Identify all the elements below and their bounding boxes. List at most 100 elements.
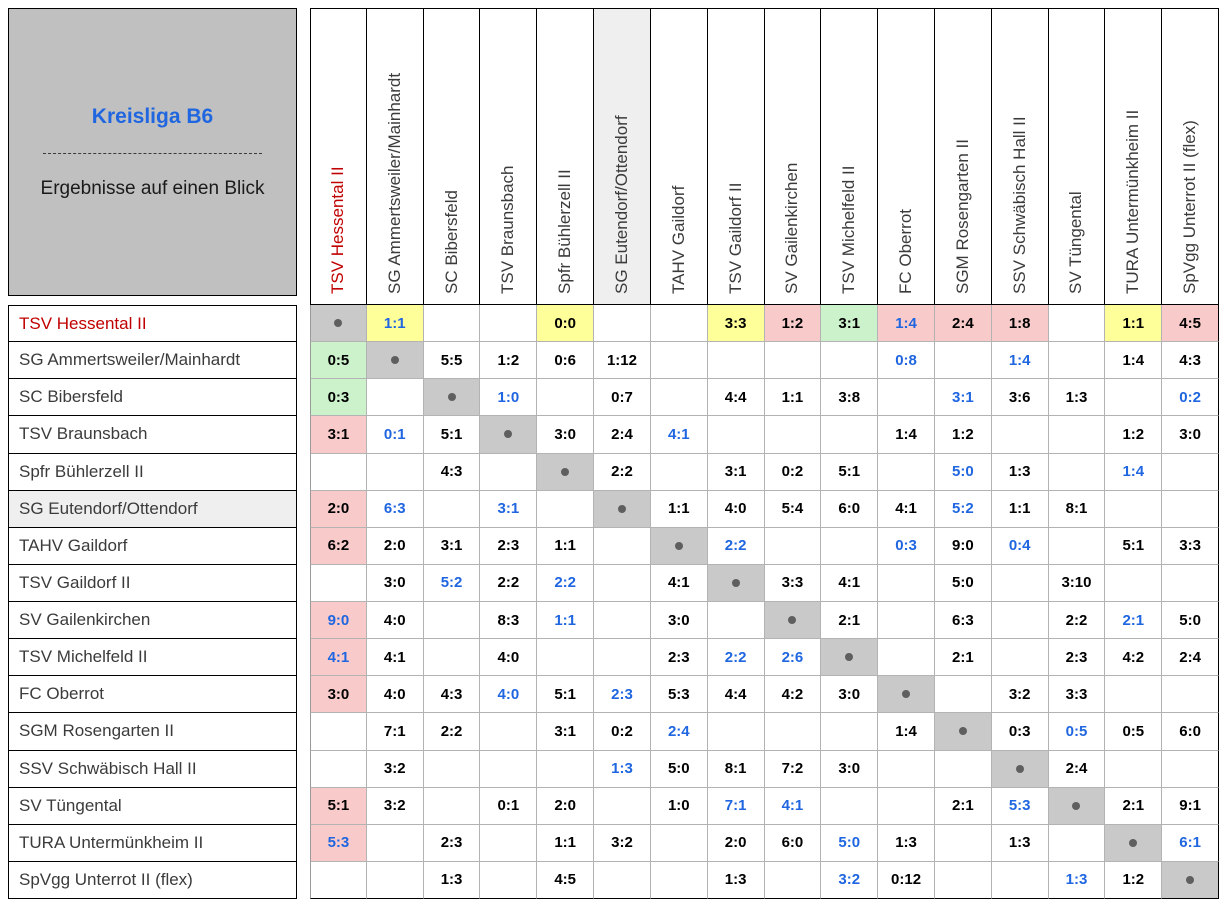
column-header: Spfr Bühlerzell II (537, 8, 595, 305)
column-header-label: TSV Hessental II (328, 166, 348, 294)
result-cell: 1:1 (366, 305, 424, 343)
result-cell: 2:3 (650, 639, 708, 677)
column-header-label: SSV Schwäbisch Hall II (1009, 116, 1029, 294)
result-cell: 2:3 (480, 527, 538, 565)
empty-cell (1105, 676, 1163, 714)
empty-cell (594, 787, 651, 825)
result-cell: 1:4 (1105, 453, 1163, 491)
column-header-label: SpVgg Unterrot II (flex) (1180, 120, 1200, 294)
results-matrix: Kreisliga B6 Ergebnisse auf einen Blick … (8, 8, 1219, 899)
result-cell: 2:0 (537, 787, 595, 825)
result-cell: 1:12 (594, 342, 651, 380)
empty-cell (878, 379, 935, 417)
result-cell: 3:2 (594, 824, 651, 862)
result-cell: 6:0 (764, 824, 822, 862)
result-cell: 1:1 (537, 824, 595, 862)
result-cell: 5:0 (934, 564, 992, 602)
result-cell: 5:1 (423, 416, 481, 454)
result-cell: 5:3 (991, 787, 1049, 825)
result-cell: 1:4 (1105, 342, 1163, 380)
result-cell: 0:8 (878, 342, 935, 380)
result-cell: 3:1 (480, 490, 538, 528)
result-cell: 3:0 (310, 676, 367, 714)
result-cell: 3:8 (821, 379, 879, 417)
result-cell: 2:2 (594, 453, 651, 491)
result-cell: 4:0 (366, 676, 424, 714)
result-cell: 5:0 (650, 750, 708, 788)
empty-cell (650, 453, 708, 491)
column-header: TSV Michelfeld II (821, 8, 879, 305)
diagonal-cell (707, 564, 765, 602)
result-cell: 0:2 (1162, 379, 1219, 417)
empty-cell (821, 713, 879, 751)
empty-cell (764, 713, 822, 751)
empty-cell (821, 416, 879, 454)
result-cell: 1:1 (537, 527, 595, 565)
result-cell: 1:2 (764, 305, 822, 343)
column-header: SV Tüngental (1048, 8, 1106, 305)
result-cell: 3:10 (1048, 564, 1106, 602)
empty-cell (594, 305, 651, 343)
result-cell: 4:3 (423, 453, 481, 491)
result-cell: 0:3 (878, 527, 935, 565)
result-cell: 0:6 (537, 342, 595, 380)
empty-cell (366, 861, 424, 899)
result-cell: 1:1 (650, 490, 708, 528)
row-header: SV Tüngental (8, 787, 297, 825)
result-cell: 3:6 (991, 379, 1049, 417)
column-header: TURA Untermünkheim II (1105, 8, 1163, 305)
result-cell: 1:1 (1105, 305, 1163, 343)
column-header: SG Eutendorf/Ottendorf (594, 8, 651, 305)
result-cell: 4:1 (764, 787, 822, 825)
diagonal-dot-icon (617, 504, 626, 513)
result-cell: 0:5 (1105, 713, 1163, 751)
column-header: TSV Hessental II (310, 8, 367, 305)
result-cell: 1:4 (878, 305, 935, 343)
result-cell: 6:0 (821, 490, 879, 528)
empty-cell (991, 564, 1049, 602)
empty-cell (1048, 824, 1106, 862)
empty-cell (707, 602, 765, 640)
result-cell: 8:1 (707, 750, 765, 788)
result-cell: 3:2 (366, 750, 424, 788)
column-header-label: SG Eutendorf/Ottendorf (611, 115, 631, 294)
result-cell: 4:5 (1162, 305, 1219, 343)
empty-cell (1105, 379, 1163, 417)
empty-cell (537, 490, 595, 528)
column-header-label: TURA Untermünkheim II (1123, 109, 1143, 294)
diagonal-cell (821, 639, 879, 677)
title-box: Kreisliga B6 Ergebnisse auf einen Blick (8, 8, 297, 296)
result-cell: 5:1 (310, 787, 367, 825)
result-cell: 1:4 (878, 713, 935, 751)
empty-cell (423, 750, 481, 788)
result-cell: 6:0 (1162, 713, 1219, 751)
empty-cell (934, 750, 992, 788)
empty-cell (934, 861, 992, 899)
result-cell: 4:5 (537, 861, 595, 899)
result-cell: 9:1 (1162, 787, 1219, 825)
row-header: TSV Braunsbach (8, 416, 297, 454)
empty-cell (310, 453, 367, 491)
column-header: TSV Gaildorf II (707, 8, 765, 305)
column-header: SC Bibersfeld (423, 8, 481, 305)
result-cell: 4:0 (366, 602, 424, 640)
row-header: SG Ammertsweiler/Mainhardt (8, 342, 297, 380)
empty-cell (594, 602, 651, 640)
result-cell: 5:3 (650, 676, 708, 714)
result-cell: 0:3 (310, 379, 367, 417)
empty-cell (650, 824, 708, 862)
empty-cell (764, 416, 822, 454)
empty-cell (423, 639, 481, 677)
empty-cell (480, 750, 538, 788)
result-cell: 1:4 (878, 416, 935, 454)
empty-cell (1162, 453, 1219, 491)
result-cell: 2:3 (594, 676, 651, 714)
empty-cell (764, 527, 822, 565)
empty-cell (650, 305, 708, 343)
empty-cell (821, 787, 879, 825)
result-cell: 4:1 (821, 564, 879, 602)
row-header: SC Bibersfeld (8, 379, 297, 417)
empty-cell (707, 342, 765, 380)
empty-cell (480, 824, 538, 862)
empty-cell (991, 861, 1049, 899)
